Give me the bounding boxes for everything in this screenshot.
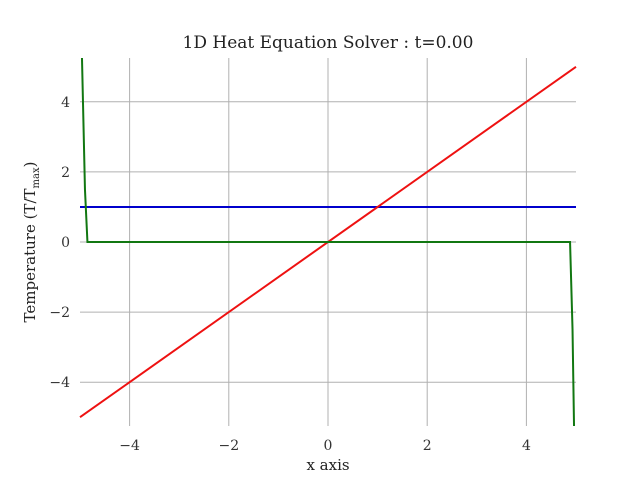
x-axis-label: x axis	[306, 456, 349, 474]
x-tick-label: 0	[324, 438, 333, 454]
chart-title: 1D Heat Equation Solver : t=0.00	[183, 33, 474, 53]
y-tick-label: 0	[61, 235, 70, 251]
y-axis-label-main: Temperature (T/T	[21, 189, 39, 323]
x-tick-label: −2	[218, 438, 239, 454]
y-axis-label: Temperature (T/Tmax)	[21, 162, 42, 323]
series-layer	[79, 57, 577, 427]
x-tick-label: 2	[423, 438, 432, 454]
y-tick-label: 2	[61, 165, 70, 181]
x-tick-label: 4	[522, 438, 531, 454]
tick-layer: −4 −2 0 2 4 −4 −2 0 2 4	[49, 95, 531, 454]
x-tick-label: −4	[119, 438, 140, 454]
y-tick-label: −2	[49, 305, 70, 321]
y-tick-label: −4	[49, 375, 70, 391]
y-tick-label: 4	[61, 95, 70, 111]
series-line-3	[80, 57, 576, 427]
y-axis-label-end: )	[21, 162, 39, 168]
y-axis-label-subscript: max	[31, 167, 42, 188]
